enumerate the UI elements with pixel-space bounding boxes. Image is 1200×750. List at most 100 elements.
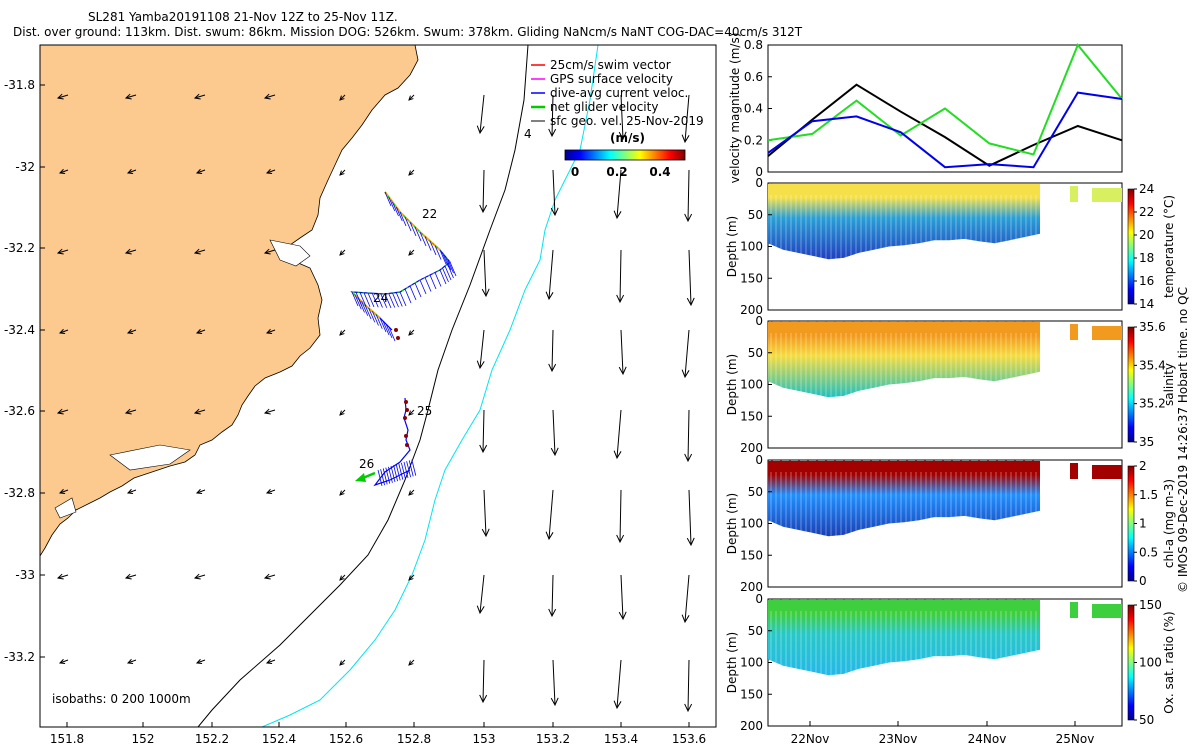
track-day-label: 25	[417, 404, 432, 418]
velocity-arrow	[126, 168, 137, 175]
time-tick: 24Nov	[968, 732, 1007, 746]
time-tick: 25Nov	[1056, 732, 1095, 746]
velocity-arrow	[124, 573, 137, 580]
colorbar-tick: 0	[571, 165, 579, 179]
salinity-panel: 0 50 100 150 200 Depth (m) 35 35.2 35.4 35.6 salin…	[725, 314, 1176, 455]
velocity-arrow	[124, 93, 137, 100]
depth-tick: 200	[740, 303, 763, 317]
time-tick: 23Nov	[879, 732, 918, 746]
depth-ylabel: Depth (m)	[725, 493, 739, 554]
salinity-label: salinity	[1162, 363, 1176, 406]
velocity-arrow	[193, 93, 206, 100]
late-samples	[1070, 602, 1078, 618]
isobaths-label: isobaths: 0 200 1000m	[52, 692, 191, 706]
velocity-arrow	[339, 489, 346, 496]
depth-tick: 100	[740, 378, 763, 392]
velocity-arrow	[684, 409, 693, 463]
velocity-arrow	[56, 408, 69, 415]
lat-tick-label: -32.8	[4, 486, 35, 500]
oxygen-colorbar	[1127, 604, 1135, 721]
velocity-arrow-field	[56, 93, 695, 713]
velocity-arrow	[126, 658, 137, 665]
velocity-arrow	[56, 93, 69, 100]
velocity-arrow	[339, 329, 346, 336]
velocity-ytick: 0.2	[744, 133, 763, 147]
time-tick: 22Nov	[791, 732, 830, 746]
svg-text:sfc geo. vel. 25-Nov-2019: sfc geo. vel. 25-Nov-2019	[550, 114, 704, 128]
chla-panel: 0 50 100 150 200 Depth (m) 0 0.5 1 1.5 2 chl-a (mg …	[725, 453, 1176, 594]
velocity-panel: 0 0.2 0.4 0.6 0.8 velocity magnitude (m/s)	[728, 33, 1123, 184]
lat-tick-label: -32	[15, 160, 35, 174]
longitude-axis: 151.8 152 152.2 152.4 152.6 152.8 153 153.2 153.…	[50, 722, 706, 746]
depth-ylabel: Depth (m)	[725, 632, 739, 693]
velocity-arrow	[265, 168, 276, 175]
lon-tick-label: 153	[473, 732, 496, 746]
colorbar-tick: 50	[1139, 713, 1154, 727]
velocity-arrow	[408, 409, 415, 416]
depth-tick: 150	[740, 271, 763, 285]
svg-text:net glider velocity: net glider velocity	[550, 100, 658, 114]
depth-tick: 100	[740, 517, 763, 531]
velocity-arrow	[481, 249, 490, 298]
colorbar-tick: 16	[1139, 274, 1154, 288]
colorbar-tick: 24	[1139, 182, 1154, 196]
velocity-arrow	[58, 168, 69, 175]
depth-tick: 200	[740, 580, 763, 594]
velocity-arrow	[476, 94, 485, 135]
depth-tick: 150	[740, 548, 763, 562]
velocity-arrow	[339, 94, 346, 101]
velocity-arrow	[339, 574, 346, 581]
velocity-arrow	[195, 168, 206, 175]
velocity-series-line	[767, 43, 1123, 156]
temperature-panel: 0 50 100 150 200 Depth (m) 14 16 18 20 22 24 tempera…	[725, 176, 1176, 317]
velocity-arrow	[548, 329, 557, 373]
depth-ylabel: Depth (m)	[725, 216, 739, 277]
lat-tick-label: -32.4	[4, 323, 35, 337]
depth-tick: 0	[755, 176, 763, 190]
map-frame	[39, 44, 717, 728]
velocity-arrow	[681, 329, 690, 379]
depth-tick: 200	[740, 719, 763, 733]
velocity-arrow	[265, 658, 276, 665]
lat-tick-label: -32.6	[4, 404, 35, 418]
velocity-arrow	[618, 574, 627, 621]
colorbar-tick: 35.4	[1139, 358, 1166, 372]
velocity-arrow	[265, 328, 276, 335]
colorbar-tick: 0	[1139, 574, 1147, 588]
lon-tick-label: 152.8	[397, 732, 431, 746]
velocity-ylabel: velocity magnitude (m/s)	[728, 33, 742, 184]
time-series-panels: 0 0.2 0.4 0.6 0.8 velocity magnitude (m/s) 0…	[725, 33, 1190, 746]
depth-tick: 50	[748, 624, 763, 638]
velocity-ytick: 0.6	[744, 70, 763, 84]
salinity-colorbar	[1127, 326, 1135, 443]
colorbar-tick: 2	[1139, 459, 1147, 473]
lon-tick-label: 153.2	[536, 732, 570, 746]
velocity-arrow	[58, 328, 69, 335]
colorbar-tick: 0.2	[606, 165, 627, 179]
velocity-arrow	[479, 169, 488, 214]
velocity-arrow	[684, 659, 693, 713]
temperature-colorbar	[1127, 188, 1135, 305]
colorbar-tick: 0.5	[1139, 545, 1158, 559]
velocity-arrow	[481, 489, 490, 538]
credit-text: © IMOS 09-Dec-2019 14:26:37 Hobart time.…	[1176, 287, 1190, 593]
velocity-arrow	[408, 249, 415, 256]
lat-tick-label: -31.8	[4, 78, 35, 92]
velocity-arrow	[616, 489, 625, 544]
map-panel: 22 24 25 26 4 25cm/s swim vector GPS sur…	[4, 44, 717, 746]
lon-tick-label: 153.6	[672, 732, 706, 746]
lon-tick-label: 152	[132, 732, 155, 746]
velocity-arrow	[618, 329, 627, 376]
velocity-arrow	[265, 488, 276, 495]
colorbar-tick: 22	[1139, 205, 1154, 219]
lake-shape	[269, 239, 311, 267]
velocity-arrow	[195, 658, 206, 665]
velocity-arrow	[193, 408, 206, 415]
depth-tick: 0	[755, 314, 763, 328]
title-line-2: Dist. over ground: 113km. Dist. swum: 86…	[13, 25, 803, 39]
velocity-arrow	[686, 489, 695, 547]
stray-label: 4	[524, 127, 532, 141]
depth-tick: 100	[740, 656, 763, 670]
svg-text:25cm/s swim vector: 25cm/s swim vector	[550, 58, 671, 72]
